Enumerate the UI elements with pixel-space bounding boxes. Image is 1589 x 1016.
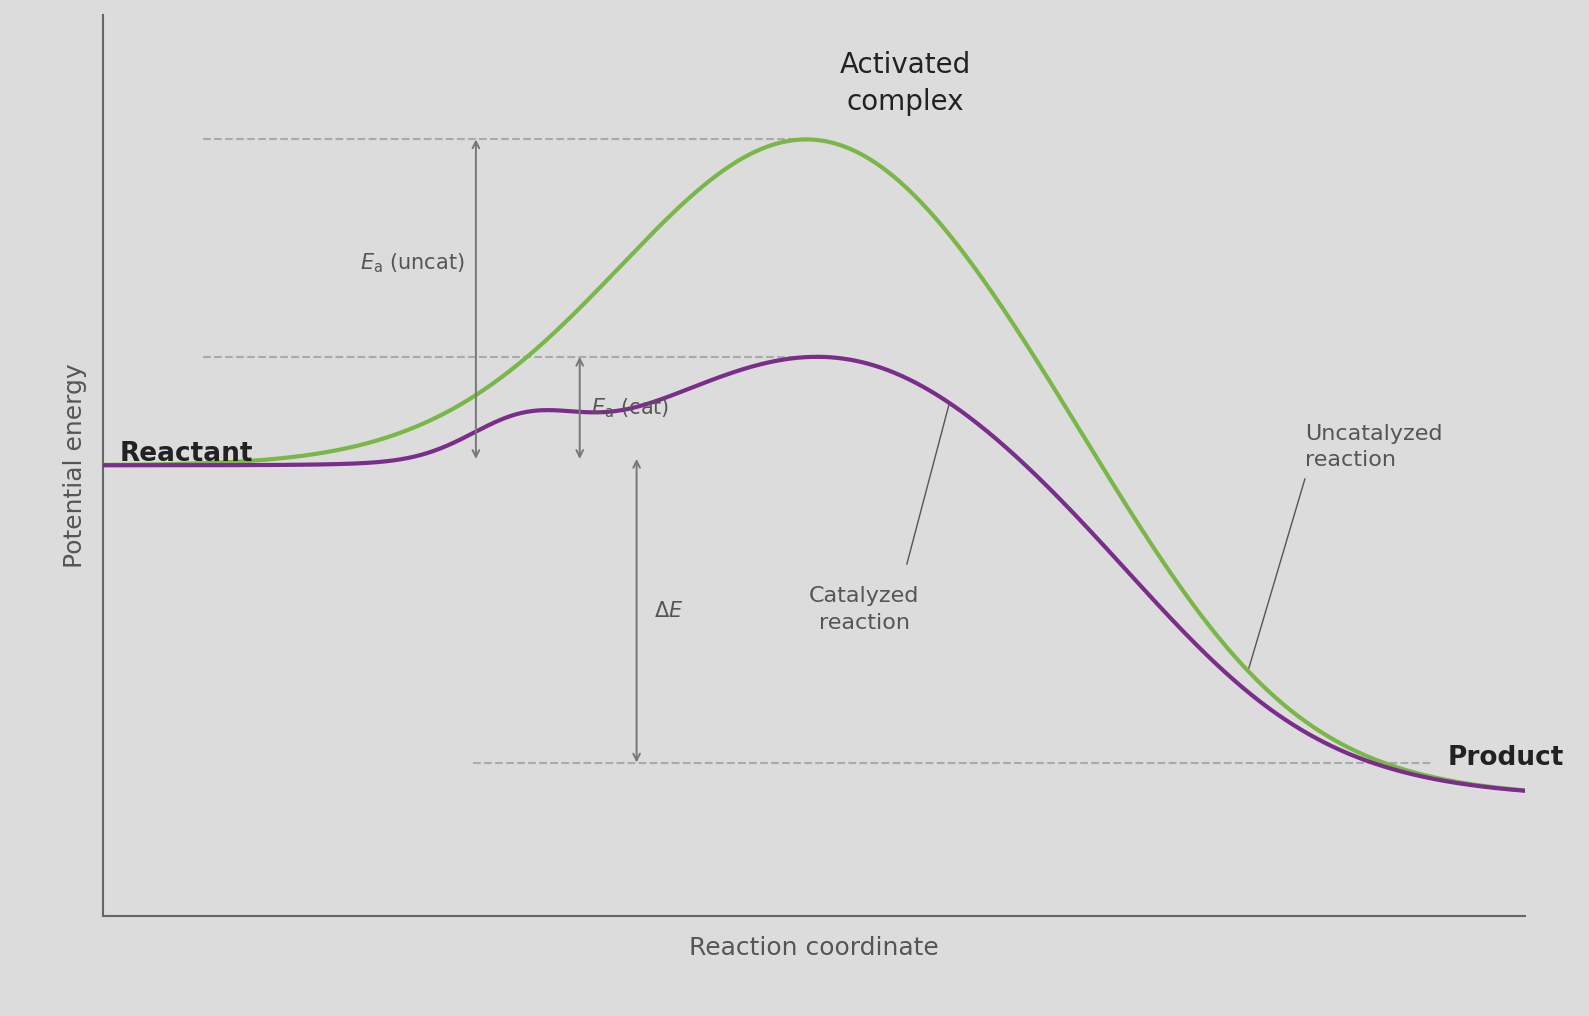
Text: Uncatalyzed
reaction: Uncatalyzed reaction xyxy=(1305,424,1443,470)
X-axis label: Reaction coordinate: Reaction coordinate xyxy=(690,937,939,960)
Text: $\Delta E$: $\Delta E$ xyxy=(653,600,683,621)
Text: $E_\mathregular{a}$ (uncat): $E_\mathregular{a}$ (uncat) xyxy=(359,251,464,275)
Text: $E_\mathregular{a}$ (cat): $E_\mathregular{a}$ (cat) xyxy=(591,396,669,420)
Y-axis label: Potential energy: Potential energy xyxy=(62,363,87,568)
Text: Product: Product xyxy=(1448,745,1564,771)
Text: Activated
complex: Activated complex xyxy=(841,51,971,116)
Text: Catalyzed
reaction: Catalyzed reaction xyxy=(809,586,920,633)
Text: Reactant: Reactant xyxy=(119,441,253,467)
